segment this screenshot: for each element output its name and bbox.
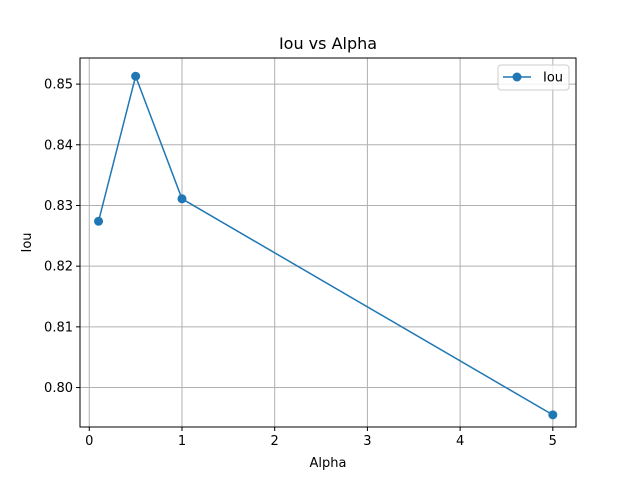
legend-marker-sample (512, 72, 522, 82)
data-point (177, 194, 187, 204)
x-axis-label: Alpha (310, 456, 347, 471)
legend-label: Iou (543, 71, 563, 86)
series-layer (94, 71, 558, 420)
data-point (94, 216, 104, 226)
grid (80, 58, 576, 427)
y-tick-label: 0.81 (44, 320, 73, 335)
x-tick-label: 5 (549, 434, 557, 449)
y-tick-label: 0.84 (44, 138, 73, 153)
data-point (131, 71, 141, 81)
series-line (97, 75, 554, 416)
y-axis-label: Iou (20, 232, 35, 252)
y-tick-label: 0.82 (44, 260, 73, 275)
y-tick-label: 0.85 (44, 78, 73, 93)
x-tick-label: 3 (363, 434, 371, 449)
x-tick-label: 2 (271, 434, 279, 449)
legend: Iou (497, 64, 570, 91)
axis-ticks: 0 1 2 3 4 5 0.80 0.81 0.82 0.83 0.84 0.85 (44, 78, 557, 449)
chart-title: Iou vs Alpha (279, 34, 377, 53)
plot-area-frame (79, 57, 577, 428)
x-tick-label: 4 (456, 434, 464, 449)
x-tick-label: 0 (85, 434, 93, 449)
y-tick-label: 0.83 (44, 199, 73, 214)
data-point (548, 410, 558, 420)
y-tick-label: 0.80 (44, 381, 73, 396)
legend-box (497, 64, 570, 91)
x-tick-label: 1 (178, 434, 186, 449)
